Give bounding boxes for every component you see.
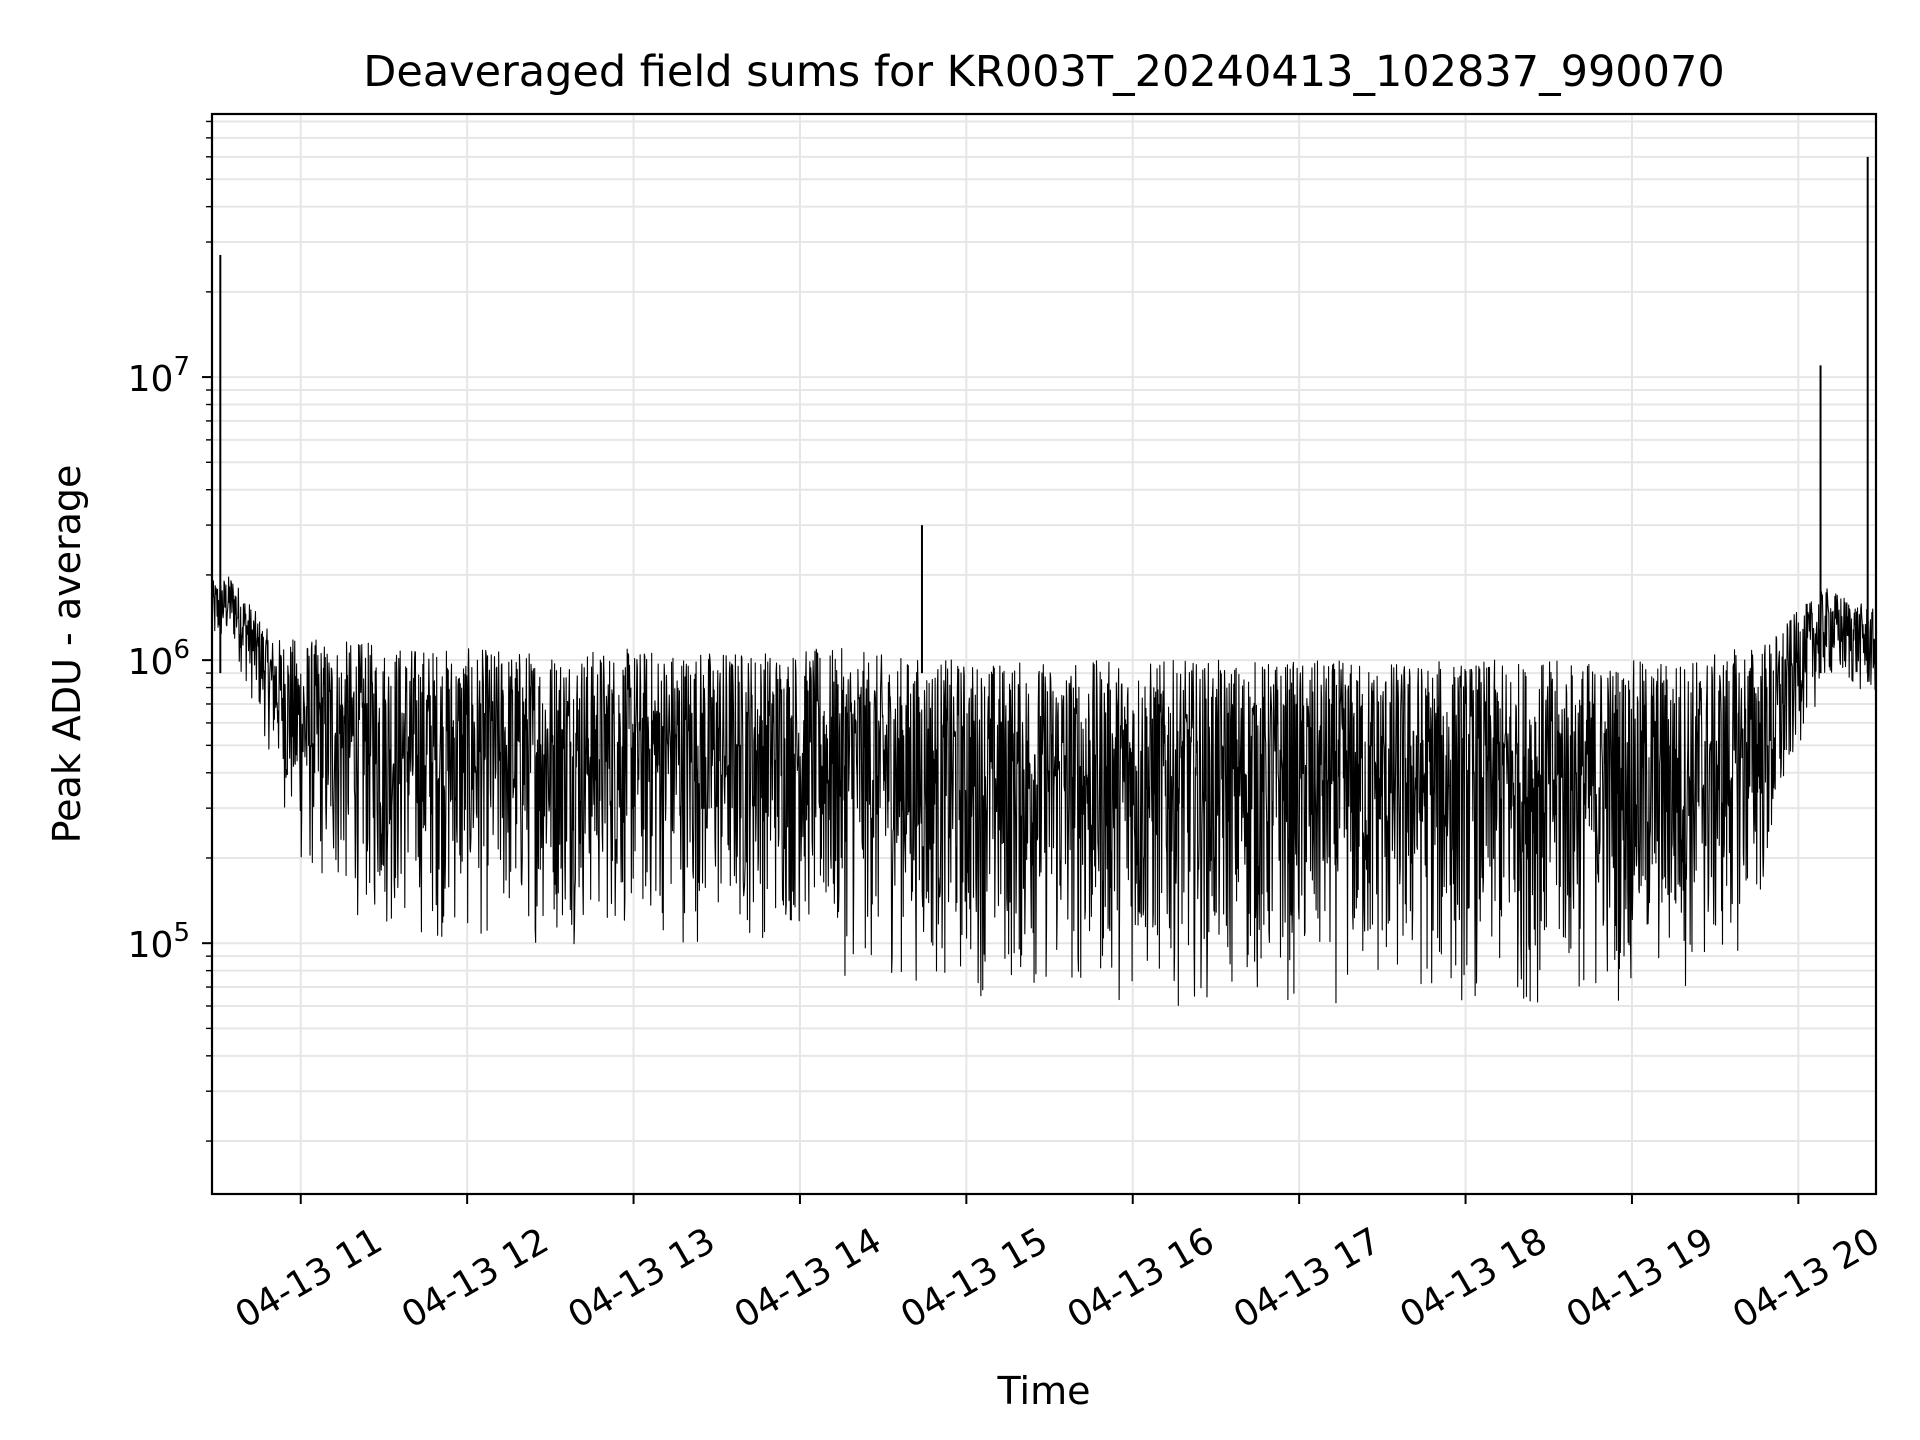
x-tick-label: 04-13 13 [561, 1220, 722, 1336]
x-tick-label: 04-13 17 [1227, 1220, 1388, 1336]
y-tick-exponent: 5 [173, 918, 190, 948]
y-tick-base: 10 [128, 925, 174, 966]
x-axis-label: Time [997, 1369, 1091, 1413]
y-tick-exponent: 6 [173, 635, 190, 665]
plot-frame [210, 112, 1878, 1196]
x-tick-label: 04-13 19 [1560, 1220, 1721, 1336]
grid [212, 114, 1876, 1194]
x-tick-label: 04-13 15 [894, 1220, 1055, 1336]
y-tick-label: 105 [128, 918, 190, 966]
data-series-line [212, 576, 1876, 1006]
y-tick-label: 106 [128, 635, 190, 683]
plot-area [212, 156, 1876, 1006]
y-tick-base: 10 [128, 359, 174, 400]
x-tick-label: 04-13 16 [1061, 1220, 1222, 1336]
x-tick-label: 04-13 14 [728, 1220, 889, 1336]
x-tick-label: 04-13 20 [1726, 1220, 1887, 1336]
y-axis-label: Peak ADU - average [45, 465, 89, 844]
x-tick-label: 04-13 12 [395, 1220, 556, 1336]
y-tick-base: 10 [128, 642, 174, 683]
x-tick-label: 04-13 11 [229, 1220, 390, 1336]
y-tick-exponent: 7 [173, 352, 190, 382]
x-tick-label: 04-13 18 [1393, 1220, 1554, 1336]
chart-title: Deaveraged field sums for KR003T_2024041… [363, 47, 1725, 97]
y-tick-label: 107 [128, 352, 190, 400]
